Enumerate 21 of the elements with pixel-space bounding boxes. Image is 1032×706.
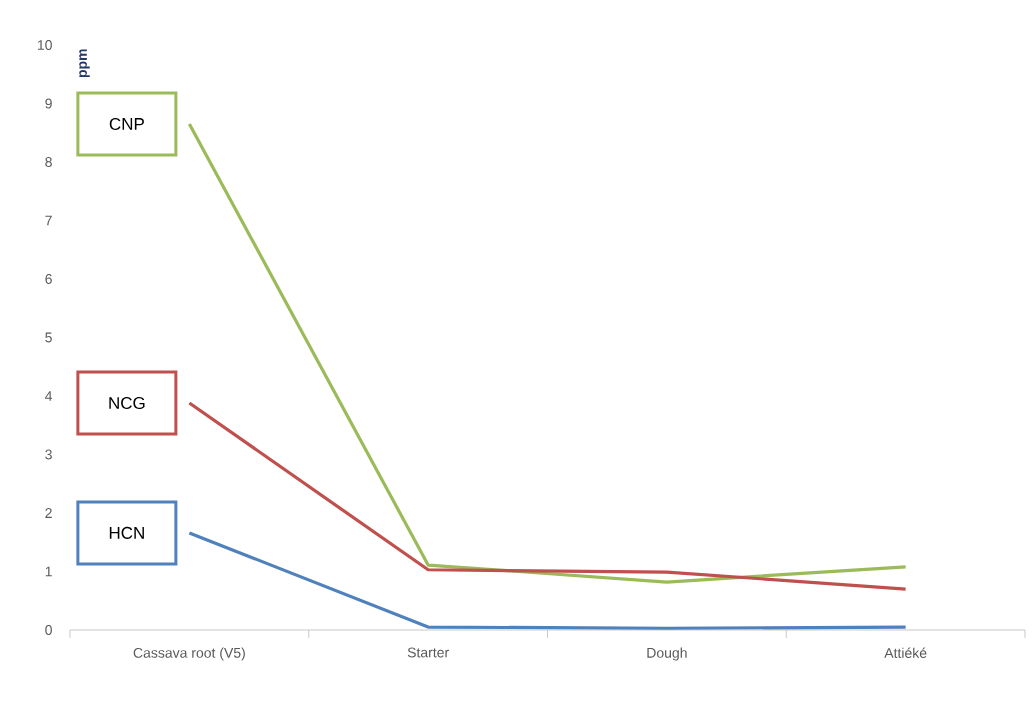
line-series xyxy=(187,122,908,584)
text: CNP xyxy=(109,117,144,130)
y-tick-label: 3 xyxy=(45,449,52,460)
line-series xyxy=(187,401,908,591)
y-tick-label: 5 xyxy=(45,332,52,343)
y-tick-label: 8 xyxy=(45,157,52,167)
y-tick-label: 4 xyxy=(45,391,53,401)
text: HCN xyxy=(109,526,144,539)
y-axis-title: ppm xyxy=(79,49,90,78)
x-tick-label: Cassava root (V5) xyxy=(133,647,245,661)
y-tick-label: 7 xyxy=(45,215,52,226)
y-tick-label: 2 xyxy=(45,508,52,518)
y-tick-label: 10 xyxy=(37,40,52,50)
y-tick-label: 0 xyxy=(45,625,52,635)
x-tick-label: Starter xyxy=(407,647,449,658)
x-tick-label: Attiéké xyxy=(884,647,927,658)
y-tick-label: 6 xyxy=(45,274,52,284)
y-tick-label: 1 xyxy=(45,566,52,577)
text: NCG xyxy=(109,396,145,410)
x-tick-label: Dough xyxy=(647,647,687,661)
y-tick-label: 9 xyxy=(45,98,52,109)
